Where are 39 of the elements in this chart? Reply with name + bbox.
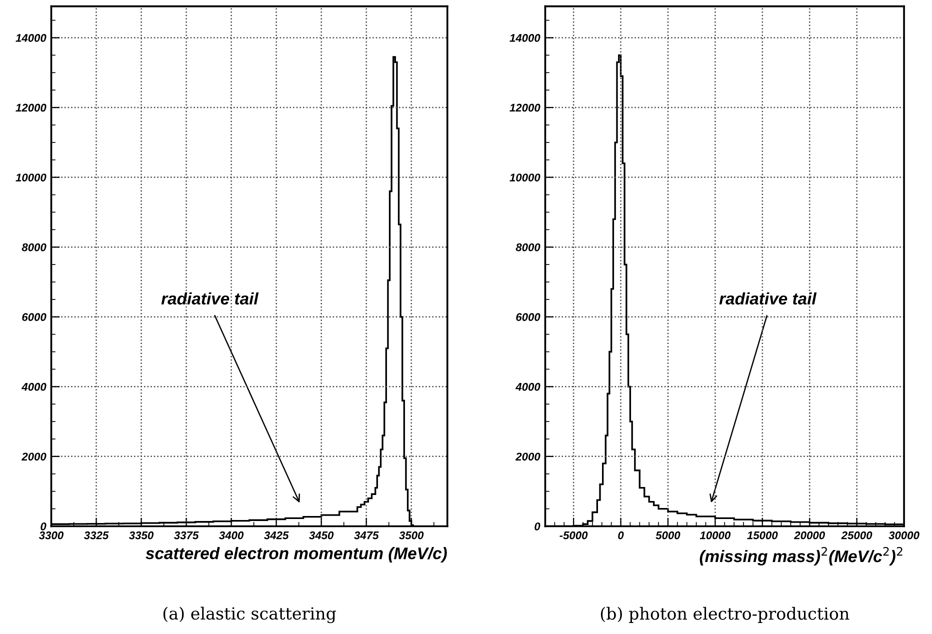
x-tick-label: 3400 bbox=[219, 531, 244, 540]
annotation: radiative tail bbox=[719, 292, 817, 305]
y-tick-label: 6000 bbox=[516, 313, 540, 322]
x-tick-label: 3450 bbox=[309, 531, 334, 540]
y-tick-label: 14000 bbox=[16, 34, 46, 42]
y-tick-label: 2000 bbox=[22, 452, 46, 461]
x-tick-label: 3425 bbox=[264, 531, 289, 540]
y-tick-label: 8000 bbox=[22, 243, 46, 252]
x-tick-label: 10000 bbox=[700, 531, 731, 540]
y-tick-label: 6000 bbox=[22, 313, 46, 322]
y-tick-label: 2000 bbox=[515, 452, 540, 461]
x-tick-label: 3375 bbox=[174, 531, 199, 540]
x-tick-label: 20000 bbox=[794, 531, 825, 540]
x-tick-label: 30000 bbox=[888, 531, 920, 540]
text: (a) elastic scattering bbox=[163, 606, 336, 624]
x-tick-label: 0 bbox=[618, 531, 624, 540]
x-tick-label: 5000 bbox=[656, 531, 680, 540]
y-tick-label: 10000 bbox=[16, 174, 46, 182]
x-tick-label: 3500 bbox=[399, 531, 424, 540]
x-tick-label: 3475 bbox=[354, 531, 379, 540]
x-tick-label: 15000 bbox=[747, 531, 778, 540]
y-tick-label: 4000 bbox=[515, 382, 540, 391]
x-tick-label: -5000 bbox=[560, 531, 588, 540]
y-tick-label: 4000 bbox=[22, 382, 46, 391]
x-tick-label: 3325 bbox=[84, 531, 109, 540]
y-tick-label: 12000 bbox=[16, 104, 46, 112]
x-axis-title: scattered electron momentum (MeV/c) bbox=[146, 546, 447, 563]
y-tick-label: 12000 bbox=[510, 104, 540, 112]
y-tick-label: 0 bbox=[40, 522, 46, 530]
x-tick-label: 25000 bbox=[841, 531, 872, 540]
y-tick-label: 0 bbox=[534, 522, 540, 530]
x-axis-title: (missing mass)$^{2}$(MeV/c$^{2}$)$^{2}$ bbox=[700, 546, 902, 566]
x-tick-label: 3300 bbox=[38, 531, 64, 540]
x-tick-label: 3350 bbox=[129, 531, 154, 540]
text: (b) photon electro-production bbox=[600, 606, 850, 624]
y-tick-label: 10000 bbox=[510, 174, 540, 182]
annotation: radiative tail bbox=[161, 292, 259, 305]
y-tick-label: 14000 bbox=[510, 34, 540, 42]
y-tick-label: 8000 bbox=[516, 243, 540, 252]
